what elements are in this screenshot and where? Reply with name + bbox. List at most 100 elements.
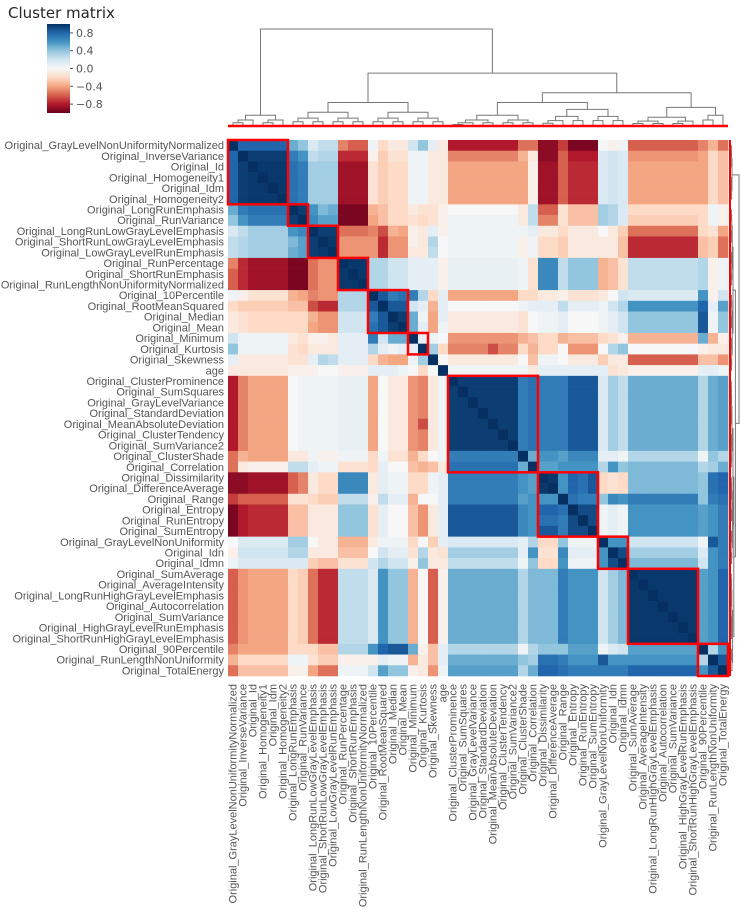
heatmap-cell [448,215,459,227]
heatmap-cell [608,257,619,269]
heatmap-cell [648,515,659,527]
heatmap-cell [538,472,549,484]
heatmap-cell [438,643,449,655]
heatmap-cell [378,579,389,591]
heatmap-cell [468,493,479,505]
heatmap-cell [248,215,259,227]
heatmap-cell [338,525,349,537]
heatmap-cell [638,193,649,205]
heatmap-cell [348,236,359,248]
heatmap-cell [678,525,689,537]
heatmap-cell [298,150,309,162]
heatmap-cell [248,150,259,162]
heatmap-cell [438,193,449,205]
heatmap-cell [538,386,549,398]
heatmap-cell [718,215,729,227]
heatmap-cell [228,472,239,484]
heatmap-cell [318,279,329,291]
heatmap-cell [598,515,609,527]
heatmap-cell [668,483,679,495]
heatmap-cell [578,215,589,227]
column-label: Original_RunEntropy [578,684,590,787]
heatmap-cell [438,590,449,602]
heatmap-cell [328,525,339,537]
heatmap-cell [508,665,519,677]
heatmap-cell [368,172,379,184]
heatmap-cell [688,558,699,570]
heatmap-cell [458,665,469,677]
heatmap-cell [558,525,569,537]
heatmap-cell [668,558,679,570]
heatmap-cell [228,140,239,152]
heatmap-cell [338,182,349,194]
heatmap-cell [388,397,399,409]
heatmap-cell [278,343,289,355]
heatmap-cell [658,354,669,366]
heatmap-cell [308,161,319,173]
heatmap-cell [568,279,579,291]
heatmap-cell [448,633,459,645]
heatmap-cell [588,290,599,302]
heatmap-cell [638,504,649,516]
heatmap-cell [298,493,309,505]
heatmap-cell [428,236,439,248]
heatmap-cell [448,665,459,677]
heatmap-cell [358,440,369,452]
heatmap-cell [428,536,439,548]
heatmap-cell [438,300,449,312]
heatmap-cell [558,558,569,570]
heatmap-cell [618,247,629,259]
heatmap-cell [558,247,569,259]
heatmap-cell [618,483,629,495]
heatmap-cell [508,450,519,462]
heatmap-cell [678,461,689,473]
heatmap-cell [548,568,559,580]
heatmap-cell [688,504,699,516]
heatmap-cell [488,483,499,495]
heatmap-cell [278,568,289,580]
heatmap-cell [408,665,419,677]
heatmap-cell [248,440,259,452]
heatmap-cell [578,354,589,366]
heatmap-cell [478,215,489,227]
heatmap-cell [418,611,429,623]
heatmap-cell [558,579,569,591]
column-label: Original_RunVariance [298,684,310,791]
heatmap-cell [358,483,369,495]
heatmap-cell [228,568,239,580]
heatmap-cell [618,354,629,366]
heatmap-cell [638,515,649,527]
heatmap-cell [328,386,339,398]
heatmap-cell [338,547,349,559]
heatmap-cell [538,611,549,623]
heatmap-cell [458,311,469,323]
heatmap-cell [448,600,459,612]
heatmap-cell [408,140,419,152]
heatmap-cell [538,322,549,334]
heatmap-cell [638,579,649,591]
heatmap-cell [588,182,599,194]
heatmap-cell [398,408,409,420]
heatmap-cell [398,257,409,269]
heatmap-cell [368,558,379,570]
heatmap-cell [428,483,439,495]
heatmap-cell [298,161,309,173]
heatmap-cell [598,525,609,537]
heatmap-cell [448,172,459,184]
heatmap-cell [458,568,469,580]
heatmap-cell [418,290,429,302]
heatmap-cell [698,204,709,216]
heatmap-cell [708,322,719,334]
heatmap-cell [608,150,619,162]
heatmap-cell [678,300,689,312]
heatmap-cell [428,643,439,655]
heatmap-cell [378,461,389,473]
heatmap-cell [368,525,379,537]
heatmap-cell [308,182,319,194]
heatmap-cell [528,150,539,162]
heatmap-cell [248,193,259,205]
heatmap-cell [258,515,269,527]
heatmap-cell [528,290,539,302]
heatmap-cell [288,236,299,248]
heatmap-cell [308,461,319,473]
